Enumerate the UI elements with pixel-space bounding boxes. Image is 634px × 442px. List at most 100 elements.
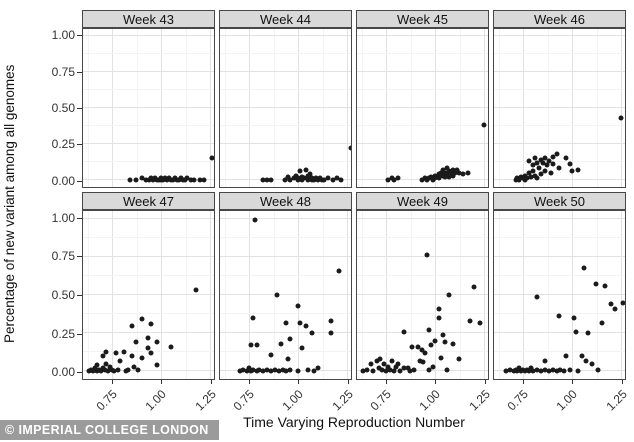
data-point [575,167,581,173]
data-point [188,177,194,183]
data-point [444,367,450,373]
gridline-minor-h [220,124,351,126]
data-point [450,167,456,173]
data-point [105,368,111,374]
data-point [432,338,438,344]
data-point [465,170,471,176]
data-point [573,329,579,335]
gridline-minor-h [357,160,488,162]
y-tick-mark [77,372,82,374]
gridline-minor-h [83,89,214,91]
data-point [419,347,425,353]
y-tick-mark [77,144,82,146]
data-point [419,177,425,183]
data-point [407,368,413,374]
facet-panel [493,28,626,188]
data-point [250,315,256,321]
data-point [481,122,487,128]
data-point [278,341,284,347]
y-tick-label: 0.00 [51,365,75,380]
data-point [456,170,462,176]
gridline-minor-v [596,29,598,187]
gridline-minor-h [220,313,351,315]
gridline-minor-v [361,29,363,187]
gridline-minor-h [83,236,214,238]
data-point [550,161,556,167]
data-point [370,368,376,374]
gridline-major-h [83,294,214,295]
gridline-minor-h [357,236,488,238]
data-point [542,358,548,364]
gridline-minor-h [494,274,625,276]
data-point [191,177,197,183]
gridline-major-v [249,29,251,187]
data-point [567,161,573,167]
data-point [240,367,246,373]
data-point [507,367,513,373]
gridline-minor-v [498,29,500,187]
data-point [125,367,131,373]
data-point [92,365,98,371]
data-point [579,353,585,359]
data-point [575,368,581,374]
facet-title: Week 44 [259,11,312,27]
data-point [368,361,374,367]
gridline-major-h [494,217,625,219]
data-point [154,339,160,345]
data-point [471,284,477,290]
data-point [428,174,434,180]
gridline-minor-h [83,53,214,55]
data-point [94,362,100,368]
data-point [143,177,149,183]
data-point [530,162,536,168]
facet-strip: Week 49 [356,192,489,210]
data-point [448,170,454,176]
gridline-minor-h [220,236,351,238]
data-point [395,361,401,367]
data-point [287,336,293,342]
data-point [567,367,573,373]
gridline-major-h [357,370,488,372]
data-point [287,177,293,183]
data-point [546,158,552,164]
data-point [516,177,522,183]
x-tick-mark [248,380,250,384]
data-point [391,177,397,183]
gridline-minor-h [357,53,488,55]
data-point [442,174,448,180]
data-point [536,165,542,171]
data-point [514,368,520,374]
data-point [409,344,415,350]
data-point [285,174,291,180]
data-point [444,171,450,177]
gridline-major-v [210,29,212,187]
data-point [260,177,266,183]
data-point [563,155,569,161]
data-point [550,154,556,160]
gridline-major-h [357,294,488,295]
data-point [426,327,432,333]
data-point [193,287,199,293]
data-point [311,368,317,374]
data-point [103,349,109,355]
gridline-minor-h [357,89,488,91]
data-point [548,170,554,176]
gridline-major-v [347,29,349,187]
gridline-major-h [83,370,214,372]
data-point [268,368,274,374]
x-tick-mark [298,380,300,384]
data-point [530,168,536,174]
y-tick-label: 0.50 [51,101,75,115]
data-point [297,320,303,325]
y-tick-mark [77,108,82,109]
data-point [246,365,252,371]
gridline-major-h [83,255,214,257]
gridline-minor-h [83,274,214,276]
data-point [244,368,250,374]
data-point [328,330,334,336]
data-point [546,368,552,374]
data-point [528,174,534,180]
data-point [145,345,151,351]
data-point [328,318,334,324]
gridline-major-v [161,211,163,379]
